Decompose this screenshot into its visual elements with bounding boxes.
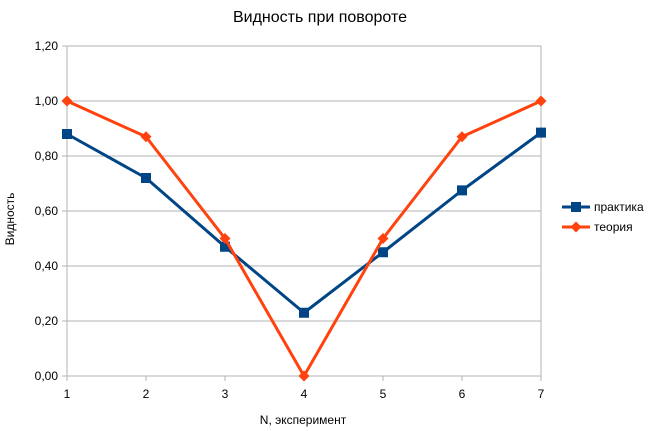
data-point — [456, 131, 468, 143]
legend: практика теория — [562, 200, 644, 234]
data-point — [62, 129, 72, 139]
chart-title: Видность при повороте — [233, 9, 407, 26]
legend-swatch-marker — [570, 221, 582, 233]
legend-label: практика — [594, 200, 644, 214]
series-line — [66, 131, 542, 315]
data-point — [457, 185, 467, 196]
y-axis-label: Видность — [3, 193, 17, 246]
y-tick-label: 0,00 — [35, 369, 59, 383]
series-практика — [62, 127, 546, 318]
x-axis-label: N, эксперимент — [260, 413, 347, 427]
data-point — [536, 127, 546, 138]
data-point — [220, 241, 230, 252]
legend-swatch-marker — [571, 202, 581, 212]
y-tick-label: 1,00 — [35, 94, 59, 108]
grid — [67, 45, 541, 377]
data-point — [140, 131, 152, 143]
x-tick-label: 4 — [301, 387, 308, 401]
x-axis-ticks: 1 2 3 4 5 6 7 — [64, 376, 545, 401]
x-tick-label: 5 — [380, 387, 387, 401]
data-point — [299, 307, 309, 318]
y-axis-ticks: 0,00 0,20 0,40 0,60 0,80 1,00 1,20 — [35, 39, 67, 383]
x-tick-label: 1 — [64, 387, 71, 401]
data-point — [535, 95, 547, 107]
y-tick-label: 1,20 — [35, 39, 59, 53]
y-tick-label: 0,40 — [35, 259, 59, 273]
data-point — [219, 233, 231, 244]
y-tick-label: 0,60 — [35, 204, 59, 218]
data-point — [61, 95, 73, 107]
data-point — [298, 370, 310, 382]
legend-label: теория — [594, 220, 633, 234]
y-tick-label: 0,20 — [35, 314, 59, 328]
data-point — [378, 247, 388, 258]
x-tick-label: 3 — [222, 387, 229, 401]
x-tick-label: 2 — [143, 387, 150, 401]
legend-item: практика — [562, 200, 644, 214]
data-point — [377, 233, 389, 244]
legend-item: теория — [562, 220, 633, 234]
series-line — [66, 99, 542, 378]
data-point — [141, 173, 151, 183]
series-теория — [61, 95, 547, 382]
series — [61, 95, 547, 382]
y-tick-label: 0,80 — [35, 149, 59, 163]
x-tick-label: 7 — [538, 387, 545, 401]
x-tick-label: 6 — [459, 387, 466, 401]
